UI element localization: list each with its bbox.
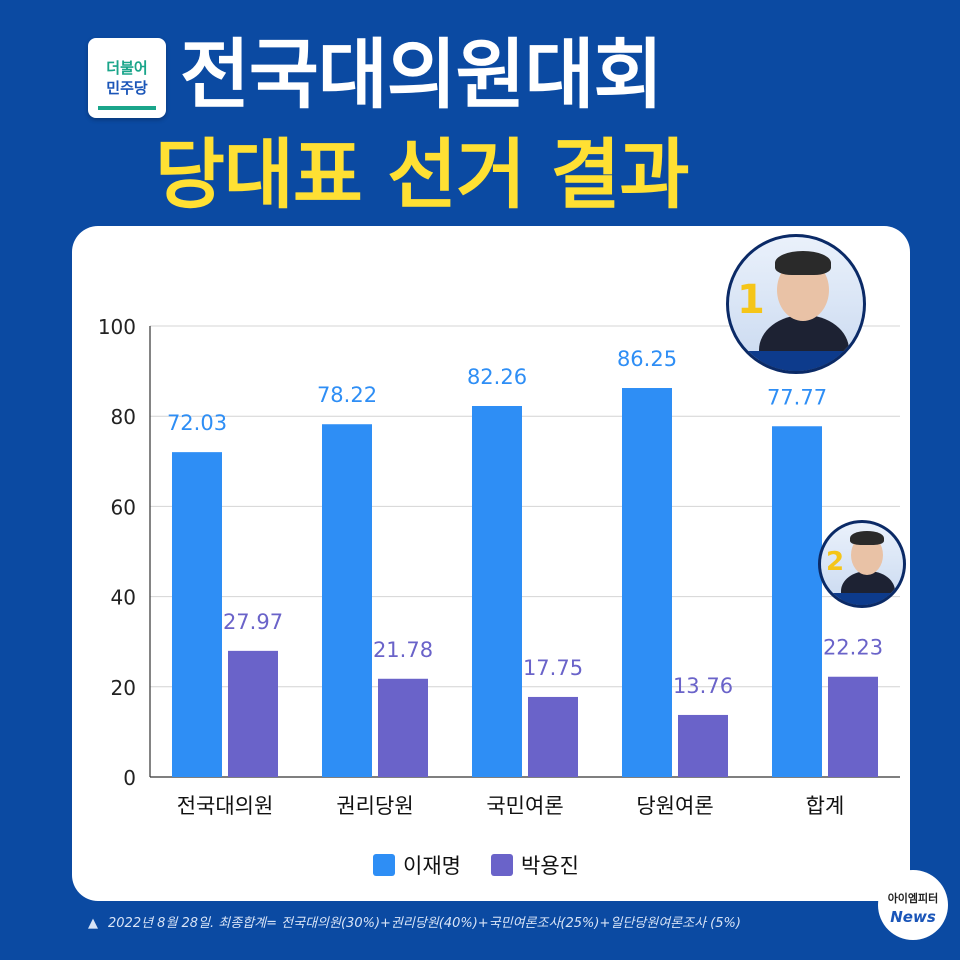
bar-series2 xyxy=(678,714,728,777)
bar-series1 xyxy=(172,452,222,777)
x-tick-label: 전국대의원 xyxy=(177,794,274,818)
avatar-name-band xyxy=(729,351,863,371)
logo-underline xyxy=(98,106,156,110)
data-label: 22.23 xyxy=(823,636,883,660)
legend-label: 박용진 xyxy=(521,854,579,878)
bar-series2 xyxy=(378,678,428,777)
candidate-2-avatar: 2 xyxy=(818,520,906,608)
data-label: 21.78 xyxy=(373,638,433,662)
data-label: 77.77 xyxy=(767,385,827,409)
data-label: 27.97 xyxy=(223,610,283,634)
bar-series1 xyxy=(322,424,372,777)
x-tick-label: 권리당원 xyxy=(336,794,413,818)
bar-series1 xyxy=(472,406,522,777)
y-tick-label: 0 xyxy=(123,766,136,790)
bar-series2 xyxy=(228,650,278,777)
footnote-text: 2022년 8월 28일. 최종합계= 전국대의원(30%)+권리당원(40%)… xyxy=(108,916,741,931)
avatar-hair xyxy=(775,251,831,275)
avatar-name-band xyxy=(821,593,903,605)
legend-swatch xyxy=(491,854,513,876)
page-subtitle: 당대표 선거 결과 xyxy=(155,130,689,219)
logo-text-line1: 더불어 xyxy=(106,59,148,77)
rank-2-number: 2 xyxy=(826,547,845,577)
avatar-hair xyxy=(850,531,884,545)
data-label: 72.03 xyxy=(167,411,227,435)
footnote: ▲ 2022년 8월 28일. 최종합계= 전국대의원(30%)+권리당원(40%… xyxy=(88,912,741,931)
bar-series1 xyxy=(772,426,822,777)
bar-series2 xyxy=(828,676,878,777)
y-tick-label: 80 xyxy=(111,405,136,429)
y-tick-label: 20 xyxy=(111,676,136,700)
news-badge-line2: News xyxy=(890,908,936,926)
x-tick-label: 합계 xyxy=(806,794,845,818)
page-title: 전국대의원대회 xyxy=(180,30,663,119)
rank-1-number: 1 xyxy=(737,277,765,323)
chart-card: 0 20 40 60 80 100 72.03 27.97 전국대의원 78.22 21.78 권리당… xyxy=(72,226,910,901)
candidate-1-avatar: 1 xyxy=(726,234,866,374)
x-tick-label: 국민여론 xyxy=(486,794,563,818)
y-tick-label: 60 xyxy=(111,495,136,519)
news-badge-line1: 아이엠피터 xyxy=(887,892,939,905)
legend-label: 이재명 xyxy=(403,854,461,878)
data-label: 82.26 xyxy=(467,365,527,389)
party-logo: 더불어 민주당 xyxy=(88,38,166,118)
logo-text-line2: 민주당 xyxy=(106,79,148,97)
y-tick-label: 40 xyxy=(111,586,136,610)
bar-series2 xyxy=(528,696,578,777)
y-tick-label: 100 xyxy=(98,315,136,339)
legend-swatch xyxy=(373,854,395,876)
data-label: 86.25 xyxy=(617,347,677,371)
data-label: 13.76 xyxy=(673,674,733,698)
data-label: 78.22 xyxy=(317,383,377,407)
bar-chart: 0 20 40 60 80 100 72.03 27.97 전국대의원 78.22 21.78 권리당… xyxy=(98,315,900,878)
triangle-icon: ▲ xyxy=(88,916,98,931)
x-tick-label: 당원여론 xyxy=(636,794,713,818)
news-badge: 아이엠피터 News xyxy=(878,870,948,940)
bar-series1 xyxy=(622,388,672,777)
data-label: 17.75 xyxy=(523,656,583,680)
